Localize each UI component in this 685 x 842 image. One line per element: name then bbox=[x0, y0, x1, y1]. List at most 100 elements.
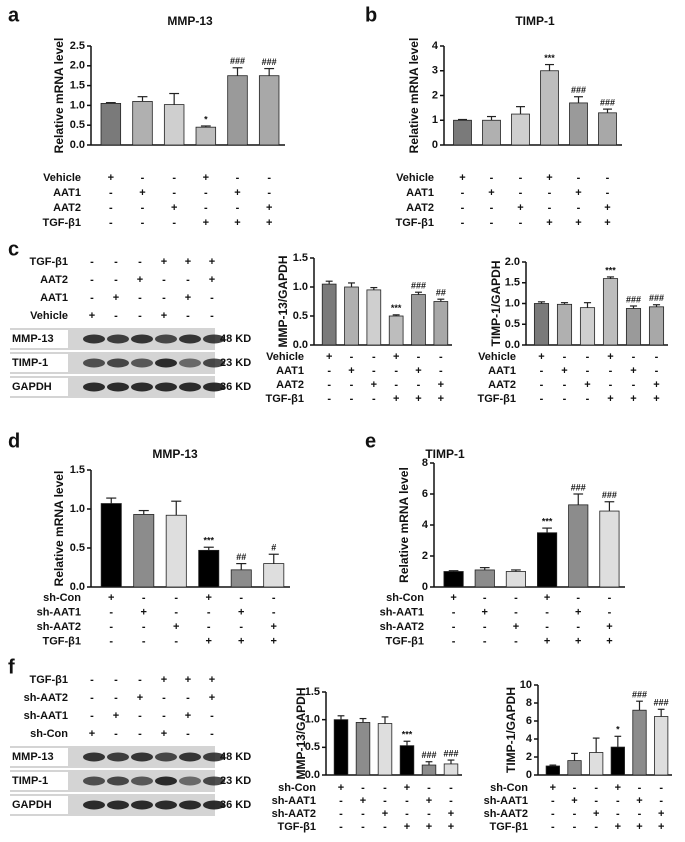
condition-sign: + bbox=[546, 217, 552, 229]
y-tick-label: 0.0 bbox=[70, 139, 85, 151]
y-tick-label: 1.5 bbox=[305, 686, 320, 698]
condition-sign: + bbox=[459, 172, 465, 184]
condition-sign: - bbox=[383, 821, 387, 833]
condition-label: sh-AAT1 bbox=[380, 606, 424, 618]
condition-sign: - bbox=[142, 592, 146, 604]
significance-mark: ### bbox=[649, 293, 664, 303]
significance-mark: *** bbox=[605, 265, 616, 275]
band-label-box bbox=[10, 748, 68, 766]
band-label: TIMP-1 bbox=[12, 357, 48, 369]
y-tick-label: 3 bbox=[432, 65, 438, 77]
y-axis-label: TIMP-1/GAPDH bbox=[489, 260, 503, 346]
bar bbox=[505, 571, 526, 588]
condition-sign: - bbox=[490, 172, 494, 184]
blot-band bbox=[107, 800, 129, 810]
bar bbox=[100, 503, 122, 588]
y-tick-label: 4 bbox=[526, 733, 533, 745]
condition-label: sh-AAT2 bbox=[272, 808, 316, 820]
condition-sign: + bbox=[584, 379, 590, 391]
band-label-box bbox=[10, 330, 68, 348]
condition-sign: + bbox=[488, 187, 494, 199]
condition-sign: + bbox=[606, 635, 612, 647]
condition-sign: - bbox=[327, 365, 331, 377]
condition-sign: + bbox=[108, 172, 114, 184]
bar bbox=[545, 765, 560, 776]
significance-mark: ### bbox=[632, 690, 647, 700]
blot-band bbox=[131, 382, 153, 392]
treatment-sign: - bbox=[162, 692, 166, 704]
condition-sign: - bbox=[372, 351, 376, 363]
condition-sign: + bbox=[544, 635, 550, 647]
y-tick-label: 1.5 bbox=[70, 464, 85, 476]
condition-sign: - bbox=[141, 202, 145, 214]
bar bbox=[195, 126, 217, 146]
y-tick-label: 2.0 bbox=[505, 256, 520, 268]
treatment-sign: + bbox=[161, 310, 167, 322]
significance-mark: *** bbox=[542, 516, 553, 526]
condition-sign: - bbox=[514, 592, 518, 604]
condition-label: TGF-β1 bbox=[43, 217, 82, 229]
blot-band bbox=[131, 776, 153, 786]
significance-mark: ### bbox=[411, 281, 426, 291]
condition-sign: + bbox=[326, 351, 332, 363]
condition-sign: - bbox=[141, 217, 145, 229]
significance-mark: ### bbox=[654, 698, 669, 708]
treatment-sign: - bbox=[114, 728, 118, 740]
condition-sign: + bbox=[415, 365, 421, 377]
significance-mark: * bbox=[616, 725, 620, 735]
condition-label: sh-Con bbox=[278, 782, 316, 794]
condition-label: Vehicle bbox=[266, 351, 304, 363]
treatment-sign: - bbox=[162, 710, 166, 722]
condition-sign: - bbox=[577, 202, 581, 214]
blot-band bbox=[83, 334, 105, 344]
bar bbox=[482, 119, 501, 146]
y-tick-label: 6 bbox=[422, 488, 428, 500]
treatment-sign: - bbox=[186, 692, 190, 704]
treatment-sign: + bbox=[161, 256, 167, 268]
bar bbox=[263, 563, 285, 588]
condition-sign: - bbox=[632, 351, 636, 363]
condition-sign: - bbox=[109, 635, 113, 647]
y-tick-label: 1.5 bbox=[70, 80, 85, 92]
condition-sign: - bbox=[655, 365, 659, 377]
blot-band bbox=[179, 752, 201, 762]
condition-sign: - bbox=[519, 187, 523, 199]
condition-sign: - bbox=[174, 592, 178, 604]
treatment-label: Vehicle bbox=[30, 310, 68, 322]
condition-sign: - bbox=[490, 217, 494, 229]
condition-sign: - bbox=[586, 351, 590, 363]
treatment-sign: - bbox=[114, 674, 118, 686]
condition-sign: + bbox=[571, 795, 577, 807]
significance-mark: * bbox=[204, 114, 208, 124]
condition-sign: - bbox=[548, 202, 552, 214]
condition-sign: - bbox=[461, 187, 465, 199]
bar bbox=[567, 760, 582, 776]
condition-sign: - bbox=[655, 351, 659, 363]
panel-letter: e bbox=[365, 430, 376, 452]
significance-mark: *** bbox=[391, 303, 402, 313]
blot-band bbox=[83, 382, 105, 392]
treatment-label: sh-AAT2 bbox=[24, 692, 68, 704]
condition-sign: - bbox=[239, 621, 243, 633]
condition-sign: - bbox=[616, 808, 620, 820]
y-tick-label: 2.0 bbox=[70, 60, 85, 72]
condition-sign: - bbox=[576, 621, 580, 633]
bar bbox=[599, 510, 620, 588]
condition-sign: - bbox=[576, 592, 580, 604]
condition-sign: + bbox=[360, 795, 366, 807]
significance-mark: ### bbox=[602, 490, 617, 500]
blot-band bbox=[83, 752, 105, 762]
bar bbox=[443, 571, 464, 588]
bar bbox=[133, 514, 155, 588]
panel-letter: c bbox=[8, 238, 19, 260]
significance-mark: ### bbox=[443, 748, 458, 758]
condition-sign: - bbox=[417, 351, 421, 363]
y-tick-label: 0.0 bbox=[305, 769, 320, 781]
band-label-box bbox=[10, 354, 68, 372]
condition-sign: + bbox=[593, 808, 599, 820]
condition-sign: + bbox=[173, 621, 179, 633]
condition-label: sh-AAT2 bbox=[380, 621, 424, 633]
blot-band bbox=[179, 382, 201, 392]
treatment-sign: + bbox=[113, 292, 119, 304]
bar bbox=[321, 283, 337, 346]
